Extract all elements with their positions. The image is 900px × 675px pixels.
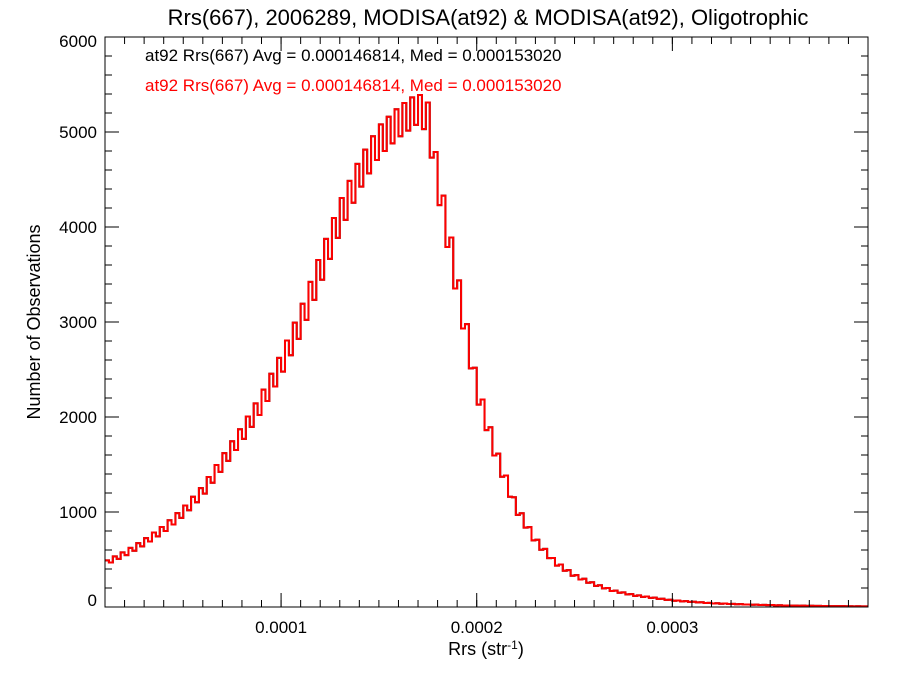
y-tick-label: 5000 (59, 123, 97, 142)
histogram-line-red (105, 93, 868, 608)
y-tick-label: 6000 (59, 32, 97, 51)
x-tick-label: 0.0003 (646, 618, 698, 637)
x-tick-label: 0.0002 (451, 618, 503, 637)
series-layer (105, 93, 868, 608)
ticks-layer (105, 36, 868, 608)
plot-frame (104, 36, 869, 608)
chart-title: Rrs(667), 2006289, MODISA(at92) & MODISA… (168, 5, 809, 30)
y-axis-label: Number of Observations (24, 224, 44, 419)
legend: at92 Rrs(667) Avg = 0.000146814, Med = 0… (145, 46, 562, 95)
x-axis-label-suffix: ) (518, 639, 524, 659)
y-tick-label: 4000 (59, 218, 97, 237)
legend-entry-black: at92 Rrs(667) Avg = 0.000146814, Med = 0… (145, 46, 562, 65)
x-axis-label-superscript: -1 (507, 638, 518, 652)
x-axis-label: Rrs (str-1) (448, 638, 524, 659)
legend-entry-red: at92 Rrs(667) Avg = 0.000146814, Med = 0… (145, 76, 562, 95)
y-tick-label: 0 (88, 591, 97, 610)
x-axis-label-main: Rrs (str (448, 639, 507, 659)
y-tick-label: 1000 (59, 503, 97, 522)
histogram-line-black (105, 93, 868, 608)
y-tick-label: 3000 (59, 313, 97, 332)
tick-labels-layer: 0 1000 2000 3000 4000 5000 6000 0.0001 0.0002 0.0… (59, 32, 698, 637)
y-tick-label: 2000 (59, 408, 97, 427)
x-tick-label: 0.0001 (255, 618, 307, 637)
